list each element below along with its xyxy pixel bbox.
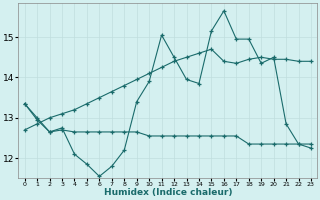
X-axis label: Humidex (Indice chaleur): Humidex (Indice chaleur) bbox=[104, 188, 232, 197]
